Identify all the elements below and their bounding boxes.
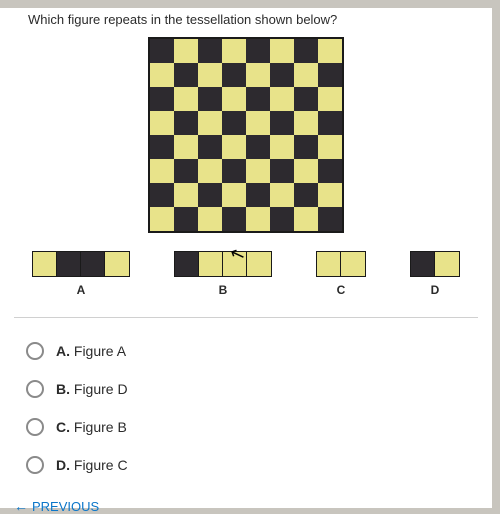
option-b-row[interactable]: B. Figure D xyxy=(26,370,466,408)
radio-icon[interactable] xyxy=(26,342,44,360)
radio-icon[interactable] xyxy=(26,456,44,474)
figure-b: B xyxy=(174,251,272,297)
previous-label: PREVIOUS xyxy=(32,499,99,514)
arrow-left-icon: ← xyxy=(14,498,28,514)
option-a-text: A. Figure A xyxy=(56,343,126,359)
figure-b-tiles xyxy=(174,251,272,277)
radio-icon[interactable] xyxy=(26,418,44,436)
option-d-text: D. Figure C xyxy=(56,457,128,473)
divider xyxy=(14,317,478,318)
figure-b-label: B xyxy=(219,283,228,297)
option-c-text: C. Figure B xyxy=(56,419,127,435)
figure-d-tiles xyxy=(410,251,460,277)
radio-icon[interactable] xyxy=(26,380,44,398)
figure-d: D xyxy=(410,251,460,297)
figure-a: A xyxy=(32,251,130,297)
option-b-text: B. Figure D xyxy=(56,381,128,397)
figure-c: C xyxy=(316,251,366,297)
figure-d-label: D xyxy=(431,283,440,297)
figure-a-label: A xyxy=(77,283,86,297)
answer-options: A. Figure A B. Figure D C. Figure B D. F… xyxy=(0,332,492,484)
figure-options-row: A B C D xyxy=(0,251,492,311)
option-c-row[interactable]: C. Figure B xyxy=(26,408,466,446)
option-d-row[interactable]: D. Figure C xyxy=(26,446,466,484)
tessellation-board xyxy=(148,37,344,233)
figure-c-label: C xyxy=(337,283,346,297)
previous-link[interactable]: ← PREVIOUS xyxy=(0,484,492,514)
figure-a-tiles xyxy=(32,251,130,277)
figure-c-tiles xyxy=(316,251,366,277)
question-text: Which figure repeats in the tessellation… xyxy=(0,8,492,37)
option-a-row[interactable]: A. Figure A xyxy=(26,332,466,370)
quiz-page: Which figure repeats in the tessellation… xyxy=(0,8,492,508)
